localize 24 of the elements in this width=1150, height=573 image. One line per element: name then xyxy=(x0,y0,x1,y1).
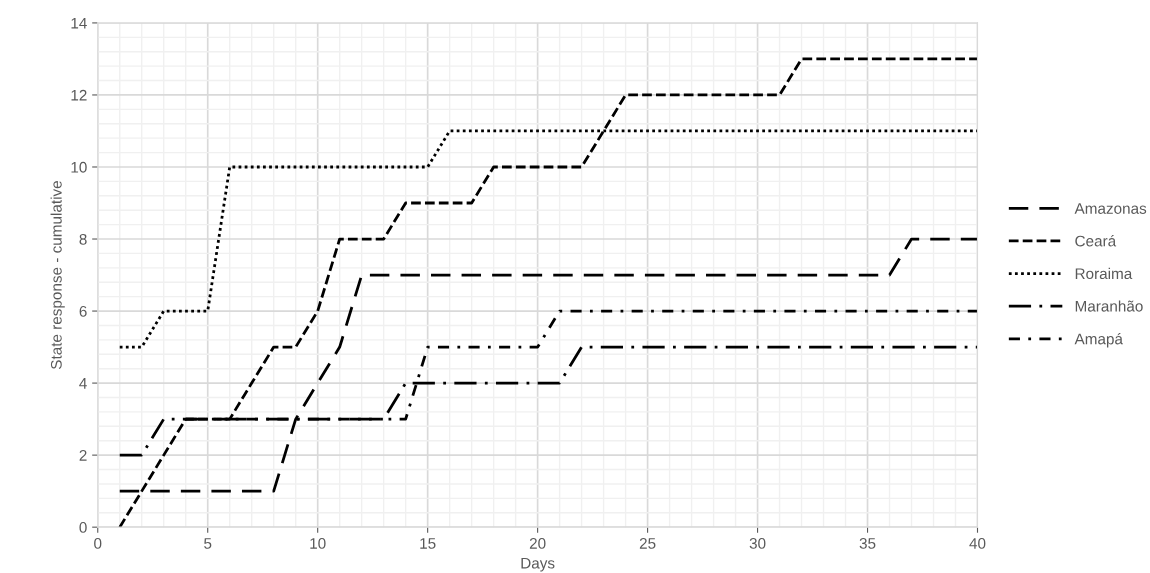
x-tick-label: 10 xyxy=(310,537,326,549)
x-tick-label: 0 xyxy=(94,537,102,549)
y-tick-label: 6 xyxy=(79,305,87,317)
x-tick-label: 30 xyxy=(749,537,766,549)
legend-label: Amapá xyxy=(1074,332,1123,348)
legend-label: Roraima xyxy=(1075,267,1133,280)
x-axis-title: Days xyxy=(521,557,555,572)
y-axis-title: State response - cumulative xyxy=(50,181,65,370)
legend-label: Amazonas xyxy=(1074,203,1147,214)
x-tick-label: 5 xyxy=(204,538,212,549)
y-tick-label: 12 xyxy=(71,89,87,101)
legend-label: Maranhão xyxy=(1075,300,1143,312)
x-tick-label: 20 xyxy=(529,537,546,549)
y-tick-label: 8 xyxy=(79,233,87,245)
legend-label: Ceará xyxy=(1075,235,1117,247)
y-tick-label: 2 xyxy=(79,449,87,461)
y-tick-label: 14 xyxy=(71,17,87,29)
y-tick-label: 10 xyxy=(71,161,87,173)
y-tick-label: 0 xyxy=(79,522,87,533)
x-tick-label: 15 xyxy=(420,538,436,549)
x-tick-label: 35 xyxy=(859,537,876,549)
y-tick-label: 4 xyxy=(79,378,87,389)
x-tick-label: 40 xyxy=(969,537,986,549)
x-tick-label: 25 xyxy=(639,537,656,549)
